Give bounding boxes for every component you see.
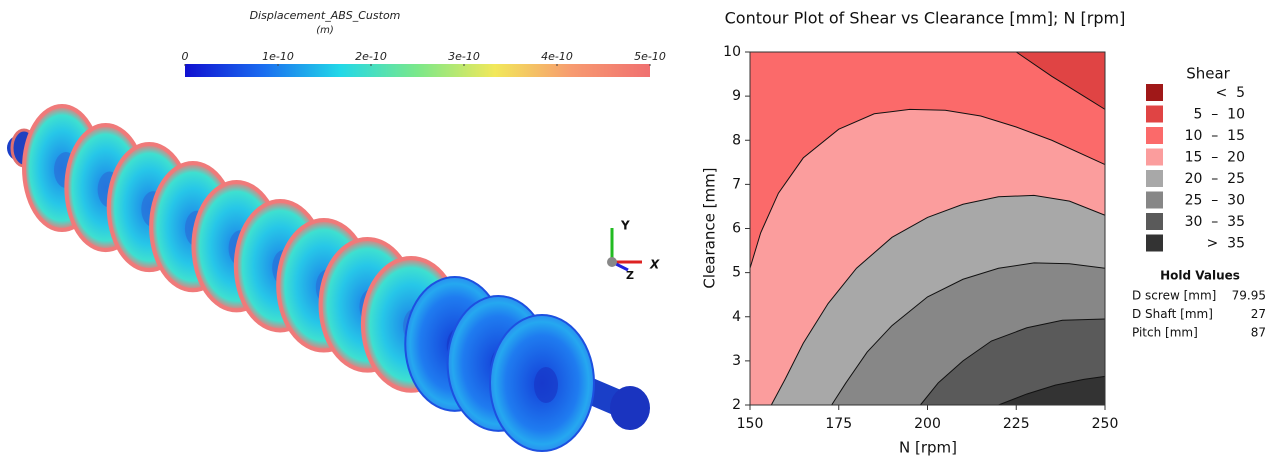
y-tick-label: 3 bbox=[732, 353, 741, 369]
triad-label: X bbox=[649, 258, 660, 272]
colorbar-title: Displacement_ABS_Custom bbox=[250, 9, 401, 22]
contour-line bbox=[749, 108, 1106, 269]
y-tick-label: 2 bbox=[732, 397, 741, 413]
contour-region bbox=[750, 376, 1105, 405]
hold-value: 87 bbox=[1251, 326, 1266, 340]
screw-hub bbox=[534, 367, 558, 403]
contour-line bbox=[831, 262, 1106, 406]
shaft-end bbox=[610, 386, 650, 430]
legend-label: 10 – 15 bbox=[1185, 128, 1245, 144]
x-axis-label: N [rpm] bbox=[899, 439, 957, 457]
legend-swatch bbox=[1146, 84, 1163, 101]
legend-swatch bbox=[1146, 213, 1163, 230]
legend-swatch bbox=[1146, 105, 1163, 123]
triad-label: Z bbox=[626, 269, 634, 282]
colorbar-gradient bbox=[185, 64, 650, 77]
x-tick-label: 200 bbox=[914, 416, 941, 432]
legend-label: < 5 bbox=[1215, 85, 1245, 101]
y-tick-label: 10 bbox=[723, 44, 741, 60]
y-tick-label: 5 bbox=[732, 265, 741, 281]
triad-origin bbox=[607, 257, 617, 267]
y-tick-label: 8 bbox=[732, 132, 741, 148]
y-tick-label: 7 bbox=[732, 176, 741, 192]
hold-value-name: D screw [mm] bbox=[1132, 289, 1216, 303]
chart-title: Contour Plot of Shear vs Clearance [mm];… bbox=[725, 9, 1126, 28]
legend-label: 25 – 30 bbox=[1185, 193, 1245, 209]
legend-label: > 35 bbox=[1207, 236, 1245, 252]
contour-line bbox=[998, 375, 1106, 406]
contour-chart: Contour Plot of Shear vs Clearance [mm];… bbox=[701, 9, 1267, 457]
y-tick-label: 9 bbox=[732, 88, 741, 104]
colorbar: Displacement_ABS_Custom (m) 0 1e-10 2e-10 3… bbox=[182, 9, 666, 77]
legend-label: 20 – 25 bbox=[1185, 171, 1245, 187]
colorbar-tick-label: 2e-10 bbox=[355, 50, 387, 63]
hold-values-title: Hold Values bbox=[1160, 269, 1240, 283]
colorbar-tick-label: 4e-10 bbox=[541, 50, 573, 63]
colorbar-tick-label: 3e-10 bbox=[448, 50, 480, 63]
x-tick-label: 150 bbox=[737, 416, 764, 432]
colorbar-tick-label: 1e-10 bbox=[262, 50, 294, 63]
triad-label: Y bbox=[620, 219, 630, 233]
contour-line bbox=[770, 194, 1106, 406]
legend-swatch bbox=[1146, 148, 1163, 166]
contour-line bbox=[920, 318, 1106, 406]
colorbar-tick-label: 5e-10 bbox=[634, 50, 666, 63]
contour-region bbox=[750, 318, 1105, 405]
hold-value: 27 bbox=[1251, 307, 1266, 321]
legend-title: Shear bbox=[1186, 65, 1230, 83]
x-tick-label: 250 bbox=[1092, 416, 1119, 432]
axis-triad: Y X Z bbox=[607, 219, 660, 282]
y-tick-label: 4 bbox=[732, 309, 741, 325]
x-tick-label: 225 bbox=[1003, 416, 1030, 432]
contour-line bbox=[1015, 51, 1106, 110]
legend-swatch bbox=[1146, 191, 1163, 209]
hold-value-name: Pitch [mm] bbox=[1132, 326, 1198, 340]
y-axis-label: Clearance [mm] bbox=[701, 167, 719, 288]
legend-label: 15 – 20 bbox=[1185, 150, 1245, 166]
colorbar-tick-label: 0 bbox=[182, 50, 189, 63]
y-tick-label: 6 bbox=[732, 221, 741, 237]
colorbar-unit: (m) bbox=[316, 25, 334, 36]
hold-value-name: D Shaft [mm] bbox=[1132, 307, 1213, 321]
legend-swatch bbox=[1146, 234, 1163, 252]
legend-label: 5 – 10 bbox=[1193, 107, 1245, 123]
legend-swatch bbox=[1146, 127, 1163, 144]
hold-value: 79.95 bbox=[1232, 289, 1266, 303]
fea-render bbox=[7, 104, 650, 452]
x-tick-label: 175 bbox=[825, 416, 852, 432]
legend-swatch bbox=[1146, 170, 1163, 187]
legend-label: 30 – 35 bbox=[1185, 214, 1245, 230]
